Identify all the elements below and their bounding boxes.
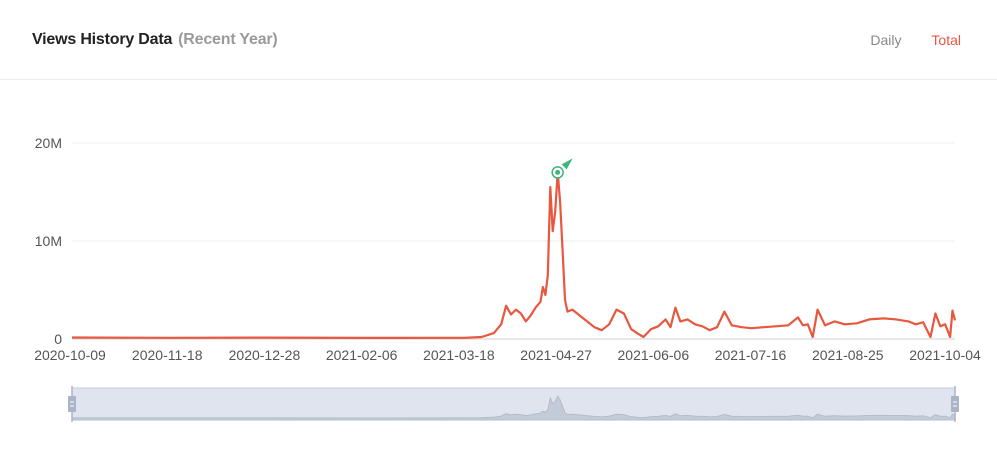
x-axis-labels: 2020-10-09 2020-11-18 2020-12-28 2021-02-06…: [34, 347, 981, 363]
x-tick-label: 2021-06-06: [618, 347, 690, 363]
x-tick-label: 2021-10-04: [909, 347, 981, 363]
series-layer: [71, 171, 957, 339]
series-line: [71, 171, 957, 339]
x-tick-label: 2021-08-25: [812, 347, 884, 363]
chart-title: Views History Data (Recent Year): [32, 31, 278, 49]
y-axis-labels: 0 10M 20M: [35, 135, 62, 347]
y-tick-label: 20M: [35, 135, 62, 151]
x-tick-label: 2021-07-16: [715, 347, 787, 363]
zoom-handle-right[interactable]: [951, 396, 959, 412]
toggle-total[interactable]: Total: [931, 32, 961, 48]
zoom-handle-left[interactable]: [68, 396, 76, 412]
grid-lines: [72, 142, 955, 340]
card-header: Views History Data (Recent Year) Daily To…: [0, 0, 997, 80]
chart-title-text: Views History Data: [32, 31, 173, 48]
y-tick-label: 0: [54, 331, 62, 347]
view-mode-toggle: Daily Total: [844, 32, 961, 48]
data-zoom-slider[interactable]: [68, 386, 959, 422]
peak-point-dot: [555, 169, 561, 175]
x-tick-label: 2020-10-09: [34, 347, 106, 363]
x-tick-label: 2020-12-28: [229, 347, 301, 363]
x-tick-label: 2020-11-18: [132, 347, 203, 363]
x-tick-label: 2021-03-18: [423, 347, 495, 363]
chart-subtitle: (Recent Year): [178, 31, 278, 48]
zoom-preview-area: [71, 395, 956, 421]
y-tick-label: 10M: [35, 233, 62, 249]
x-tick-label: 2021-02-06: [326, 347, 398, 363]
trend-arrow-icon: [561, 158, 573, 170]
peak-marker-layer: [551, 158, 573, 179]
toggle-daily[interactable]: Daily: [870, 32, 902, 48]
x-tick-label: 2021-04-27: [520, 347, 592, 363]
